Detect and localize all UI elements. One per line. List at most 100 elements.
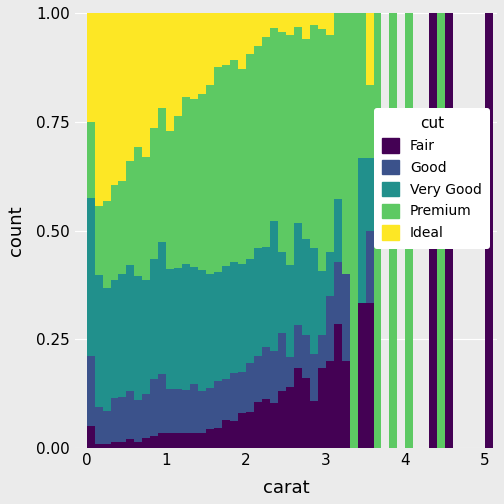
Bar — [286, 13, 294, 35]
Bar — [190, 268, 198, 384]
Bar — [254, 13, 262, 46]
Bar — [190, 99, 198, 268]
Bar — [254, 402, 262, 448]
Bar — [87, 122, 95, 198]
Bar — [87, 356, 95, 426]
Bar — [135, 147, 143, 276]
Bar — [143, 437, 150, 448]
Bar — [87, 198, 95, 356]
Bar — [357, 158, 365, 303]
Bar — [310, 13, 318, 25]
Bar — [286, 387, 294, 448]
Bar — [150, 260, 158, 379]
Bar — [127, 13, 135, 161]
Bar — [158, 374, 166, 433]
Bar — [270, 28, 278, 221]
Bar — [127, 439, 135, 448]
Bar — [135, 13, 143, 147]
Bar — [390, 13, 398, 448]
Bar — [318, 13, 326, 29]
Bar — [206, 13, 214, 85]
Bar — [118, 442, 127, 448]
Bar — [485, 13, 493, 448]
Bar — [262, 347, 270, 399]
Bar — [357, 13, 365, 158]
Bar — [286, 357, 294, 387]
Bar — [150, 13, 158, 128]
Bar — [294, 325, 302, 368]
Bar — [87, 426, 95, 448]
Bar — [270, 404, 278, 448]
Bar — [222, 66, 230, 266]
Bar — [166, 131, 174, 269]
Bar — [158, 433, 166, 448]
Bar — [182, 265, 190, 390]
Bar — [127, 391, 135, 439]
Bar — [310, 25, 318, 248]
Bar — [118, 13, 127, 180]
Bar — [302, 379, 310, 448]
Bar — [334, 200, 342, 262]
Bar — [143, 280, 150, 394]
Bar — [270, 221, 278, 351]
Bar — [206, 429, 214, 448]
Bar — [198, 270, 206, 391]
Bar — [334, 262, 342, 324]
Bar — [102, 288, 110, 411]
Bar — [95, 207, 102, 275]
Bar — [198, 94, 206, 270]
Bar — [262, 37, 270, 247]
Bar — [373, 13, 382, 448]
Bar — [437, 13, 445, 448]
Bar — [302, 13, 310, 39]
Bar — [95, 444, 102, 448]
Bar — [118, 397, 127, 442]
Bar — [182, 97, 190, 265]
Bar — [342, 274, 350, 361]
Bar — [222, 266, 230, 379]
Bar — [318, 335, 326, 367]
Bar — [135, 442, 143, 448]
Bar — [294, 27, 302, 223]
Bar — [174, 13, 182, 115]
Bar — [222, 420, 230, 448]
Bar — [118, 180, 127, 274]
Bar — [230, 262, 238, 372]
Bar — [166, 13, 174, 131]
Bar — [102, 411, 110, 445]
Bar — [182, 433, 190, 448]
Bar — [150, 436, 158, 448]
Bar — [238, 265, 246, 372]
Bar — [110, 185, 118, 280]
Bar — [230, 421, 238, 448]
Bar — [357, 303, 365, 448]
Bar — [198, 13, 206, 94]
Bar — [214, 428, 222, 448]
Bar — [294, 223, 302, 325]
Bar — [262, 247, 270, 347]
Bar — [143, 394, 150, 437]
Bar — [118, 274, 127, 397]
Bar — [230, 13, 238, 60]
Bar — [135, 400, 143, 442]
Bar — [102, 445, 110, 448]
Bar — [350, 13, 357, 448]
Bar — [206, 388, 214, 429]
Bar — [270, 13, 278, 28]
Bar — [405, 13, 413, 448]
Bar — [127, 161, 135, 265]
Legend: Fair, Good, Very Good, Premium, Ideal: Fair, Good, Very Good, Premium, Ideal — [374, 108, 490, 248]
Bar — [230, 60, 238, 262]
Bar — [326, 253, 334, 296]
Bar — [222, 379, 230, 420]
Bar — [135, 276, 143, 400]
Bar — [238, 13, 246, 70]
Bar — [222, 13, 230, 66]
Bar — [87, 13, 95, 122]
Bar — [326, 296, 334, 361]
Bar — [238, 372, 246, 413]
Bar — [174, 268, 182, 389]
Bar — [102, 201, 110, 288]
Bar — [278, 391, 286, 448]
Bar — [102, 13, 110, 201]
